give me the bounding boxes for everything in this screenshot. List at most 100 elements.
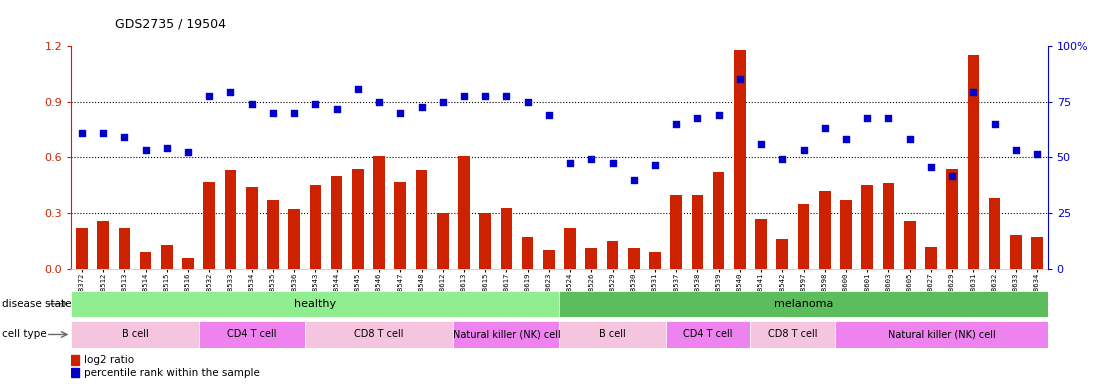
Bar (305, 321, 453, 348)
Bar (203, 182, 215, 269)
Bar (861, 185, 873, 269)
Bar (161, 245, 172, 269)
Bar (416, 170, 428, 269)
Point (412, 104, 430, 111)
Point (222, 89, 239, 96)
Point (476, 93, 494, 99)
Text: CD8 T cell: CD8 T cell (768, 329, 817, 339)
Bar (71, 355, 79, 364)
Bar (76, 228, 88, 269)
Point (306, 101, 324, 107)
Bar (459, 156, 470, 269)
Bar (559, 321, 666, 348)
Text: melanoma: melanoma (773, 299, 834, 309)
Point (328, 106, 346, 112)
Point (242, 101, 260, 107)
Text: disease state: disease state (2, 299, 71, 309)
Text: GDS2735 / 19504: GDS2735 / 19504 (115, 18, 226, 31)
Point (285, 110, 303, 116)
Point (773, 156, 791, 162)
Bar (182, 258, 194, 269)
Bar (479, 213, 491, 269)
Bar (904, 220, 916, 269)
Bar (586, 248, 597, 269)
Bar (649, 252, 660, 269)
Point (646, 162, 664, 168)
Bar (543, 250, 555, 269)
Point (943, 173, 961, 179)
Point (689, 115, 706, 121)
Point (115, 134, 133, 140)
Point (392, 110, 409, 116)
Point (603, 160, 621, 166)
Bar (925, 247, 937, 269)
Point (137, 147, 155, 153)
Bar (289, 209, 299, 269)
Point (540, 112, 557, 118)
Bar (713, 172, 724, 269)
Point (625, 177, 643, 183)
Bar (627, 248, 640, 269)
Bar (373, 156, 385, 269)
Bar (331, 176, 342, 269)
Point (179, 149, 196, 155)
Bar (947, 169, 958, 269)
Text: CD8 T cell: CD8 T cell (354, 329, 404, 339)
Bar (777, 239, 788, 269)
Bar (437, 213, 449, 269)
Point (583, 156, 600, 162)
Point (519, 99, 536, 105)
Bar (395, 182, 406, 269)
Point (498, 93, 516, 99)
Text: Natural killer (NK) cell: Natural killer (NK) cell (887, 329, 995, 339)
Text: log2 ratio: log2 ratio (83, 355, 134, 365)
Bar (734, 50, 746, 269)
Bar (71, 321, 199, 348)
Point (986, 121, 1004, 127)
Point (837, 136, 855, 142)
Bar (199, 321, 305, 348)
Point (158, 145, 176, 151)
Point (434, 99, 452, 105)
Bar (139, 252, 151, 269)
Bar (691, 195, 703, 269)
Point (264, 110, 282, 116)
Bar (225, 170, 236, 269)
Bar (98, 220, 109, 269)
Point (201, 93, 218, 99)
Point (1028, 151, 1045, 157)
Bar (883, 184, 894, 269)
Bar (670, 195, 682, 269)
Bar (352, 169, 364, 269)
Point (667, 121, 685, 127)
Point (710, 112, 727, 118)
Point (371, 99, 388, 105)
Point (562, 160, 579, 166)
Point (1007, 147, 1025, 153)
Bar (453, 321, 559, 348)
Bar (968, 55, 980, 269)
Bar (309, 185, 321, 269)
Point (859, 115, 877, 121)
Bar (607, 241, 619, 269)
Bar (750, 321, 836, 348)
Text: cell type: cell type (2, 329, 47, 339)
Bar (798, 204, 810, 269)
Text: percentile rank within the sample: percentile rank within the sample (83, 367, 260, 377)
Bar (246, 187, 258, 269)
Bar (819, 191, 830, 269)
Point (964, 89, 982, 96)
Text: healthy: healthy (294, 299, 337, 309)
Point (753, 141, 770, 147)
Bar (755, 219, 767, 269)
Bar (988, 198, 1000, 269)
Text: B cell: B cell (599, 329, 626, 339)
Point (349, 86, 366, 92)
Point (731, 76, 748, 83)
Point (94, 130, 112, 136)
Bar (564, 228, 576, 269)
Bar (1010, 235, 1021, 269)
Point (816, 125, 834, 131)
Point (901, 136, 918, 142)
Bar (840, 200, 852, 269)
